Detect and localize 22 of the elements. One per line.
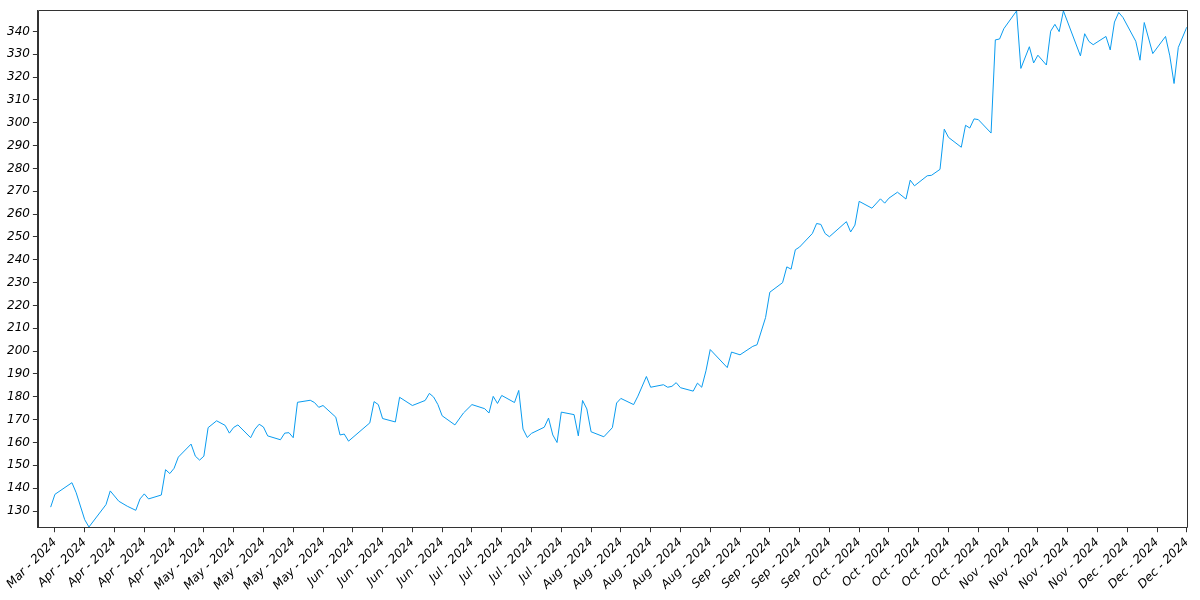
y-tick-label: 220: [7, 297, 31, 312]
y-tick-label: 140: [7, 480, 31, 495]
y-tick-label: 250: [7, 229, 31, 244]
y-tick-label: 170: [7, 411, 31, 426]
y-tick-label: 340: [7, 23, 31, 38]
y-tick-label: 290: [7, 137, 31, 152]
y-tick-label: 130: [7, 503, 31, 518]
y-tick-label: 200: [7, 343, 31, 358]
y-tick-label: 300: [7, 114, 31, 129]
y-tick-label: 160: [7, 434, 31, 449]
y-tick-label: 190: [7, 366, 31, 381]
y-tick-label: 240: [7, 251, 31, 266]
y-tick-label: 180: [7, 388, 31, 403]
y-tick-label: 330: [7, 46, 31, 61]
y-tick-label: 280: [7, 160, 31, 175]
y-tick-label: 150: [7, 457, 31, 472]
y-tick-label: 260: [7, 206, 31, 221]
y-tick-label: 310: [7, 92, 31, 107]
y-tick-label: 320: [7, 69, 31, 84]
y-tick-label: 210: [7, 320, 31, 335]
y-tick-label: 270: [7, 183, 31, 198]
y-tick-label: 230: [7, 274, 31, 289]
